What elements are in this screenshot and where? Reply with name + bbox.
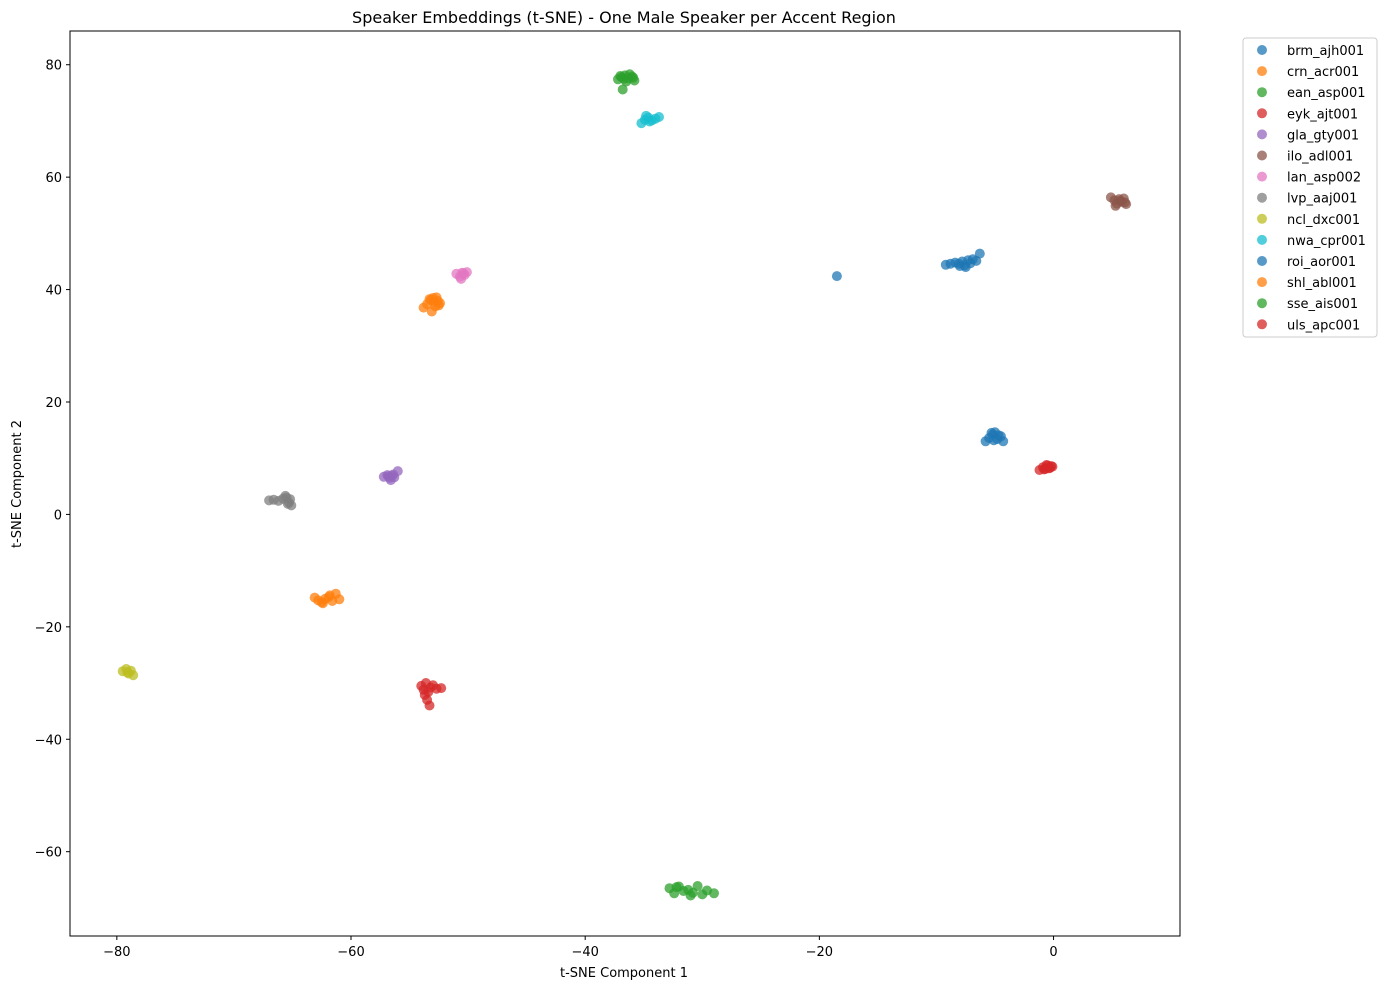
data-point bbox=[424, 700, 435, 711]
y-tick-label: 60 bbox=[45, 171, 62, 186]
data-point bbox=[426, 306, 437, 317]
plot-frame bbox=[69, 30, 1181, 937]
y-axis-ticks: −60 −40 −20 0 20 40 60 80 bbox=[35, 59, 70, 861]
data-point bbox=[1046, 461, 1057, 472]
legend-label: brm_ajh001 bbox=[1287, 44, 1364, 59]
legend-label: nwa_cpr001 bbox=[1287, 234, 1366, 249]
data-point bbox=[324, 590, 335, 601]
data-point bbox=[122, 667, 133, 678]
series-uls_apc001 bbox=[416, 678, 447, 711]
data-point bbox=[685, 890, 696, 901]
legend-marker bbox=[1257, 256, 1267, 266]
legend-label: crn_acr001 bbox=[1287, 65, 1359, 80]
x-tick-label: −80 bbox=[103, 945, 130, 960]
data-point bbox=[628, 72, 639, 83]
data-point bbox=[285, 494, 296, 505]
x-tick-label: −20 bbox=[806, 945, 833, 960]
data-point bbox=[431, 292, 442, 303]
series-eyk_ajt001 bbox=[1034, 460, 1058, 475]
legend-marker bbox=[1257, 192, 1267, 203]
y-tick-label: 0 bbox=[54, 508, 62, 523]
data-point bbox=[993, 430, 1004, 441]
data-point bbox=[654, 112, 664, 122]
legend-marker bbox=[1257, 45, 1267, 55]
y-tick-label: −20 bbox=[35, 621, 62, 636]
legend-label: ean_asp001 bbox=[1287, 86, 1366, 101]
y-tick-label: 20 bbox=[45, 396, 62, 411]
data-point bbox=[334, 594, 345, 605]
data-point bbox=[419, 689, 430, 700]
chart-title: Speaker Embeddings (t-SNE) - One Male Sp… bbox=[352, 8, 896, 27]
x-axis-ticks: −80 −60 −40 −20 0 bbox=[103, 936, 1058, 960]
legend: brm_ajh001 crn_acr001 ean_asp001 eyk_ajt001… bbox=[1242, 37, 1378, 338]
legend-label: ilo_adl001 bbox=[1287, 150, 1353, 165]
y-tick-label: 40 bbox=[45, 284, 62, 299]
y-tick-label: 80 bbox=[45, 59, 62, 74]
data-point bbox=[692, 881, 703, 891]
series-ncl_dxc001 bbox=[117, 664, 139, 681]
legend-box bbox=[1242, 37, 1378, 338]
data-point bbox=[436, 683, 447, 694]
legend-label: shl_abl001 bbox=[1287, 276, 1357, 291]
x-axis-label: t-SNE Component 1 bbox=[560, 966, 688, 981]
legend-label: eyk_ajt001 bbox=[1287, 107, 1358, 122]
data-point bbox=[960, 262, 971, 273]
legend-marker bbox=[1257, 129, 1267, 140]
legend-marker bbox=[1257, 277, 1267, 288]
legend-marker bbox=[1257, 87, 1267, 98]
legend-marker bbox=[1257, 319, 1267, 330]
legend-label: lvp_aaj001 bbox=[1287, 192, 1357, 207]
series-ilo_adl001 bbox=[1105, 192, 1132, 211]
legend-marker bbox=[1257, 298, 1267, 309]
x-tick-label: 0 bbox=[1049, 945, 1057, 960]
data-point bbox=[433, 300, 444, 311]
y-tick-label: −60 bbox=[35, 846, 62, 861]
series-lvp_aaj001 bbox=[264, 490, 297, 511]
data-point bbox=[644, 116, 655, 127]
series-shl_abl001 bbox=[309, 588, 345, 609]
legend-marker bbox=[1257, 66, 1267, 77]
series-nwa_cpr001 bbox=[636, 110, 664, 129]
x-tick-label: −60 bbox=[337, 945, 364, 960]
legend-marker bbox=[1257, 150, 1267, 161]
legend-label: roi_aor001 bbox=[1287, 255, 1356, 270]
series-roi_aor001 bbox=[980, 427, 1009, 447]
legend-marker bbox=[1257, 171, 1267, 182]
legend-label: ncl_dxc001 bbox=[1287, 213, 1360, 228]
legend-label: lan_asp002 bbox=[1287, 171, 1361, 186]
data-point bbox=[974, 248, 985, 259]
data-point bbox=[458, 268, 469, 279]
series-gla_gty001 bbox=[378, 466, 403, 486]
x-tick-label: −40 bbox=[571, 945, 598, 960]
data-point bbox=[831, 271, 842, 282]
data-point bbox=[1120, 197, 1130, 208]
legend-marker bbox=[1257, 108, 1267, 119]
legend-marker bbox=[1257, 213, 1267, 224]
data-point bbox=[388, 469, 399, 480]
legend-label: uls_apc001 bbox=[1287, 318, 1360, 333]
legend-label: gla_gty001 bbox=[1287, 128, 1359, 143]
legend-items: brm_ajh001 crn_acr001 ean_asp001 eyk_ajt001… bbox=[1257, 44, 1366, 333]
plot-area bbox=[70, 31, 1180, 936]
series-crn_acr001 bbox=[418, 292, 445, 317]
data-point bbox=[618, 73, 629, 84]
legend-label: sse_ais001 bbox=[1287, 297, 1358, 312]
data-point bbox=[671, 882, 682, 893]
series-sse_ais001 bbox=[664, 881, 719, 901]
legend-marker bbox=[1257, 234, 1267, 245]
data-points bbox=[117, 69, 1132, 901]
y-axis-label: t-SNE Component 2 bbox=[10, 420, 25, 548]
series-lan_asp002 bbox=[451, 267, 472, 284]
y-tick-label: −40 bbox=[35, 733, 62, 748]
data-point bbox=[617, 84, 628, 95]
series-ean_asp001 bbox=[613, 69, 640, 95]
data-point bbox=[317, 598, 328, 609]
series-brm_ajh001 bbox=[831, 248, 985, 282]
data-point bbox=[709, 888, 719, 899]
